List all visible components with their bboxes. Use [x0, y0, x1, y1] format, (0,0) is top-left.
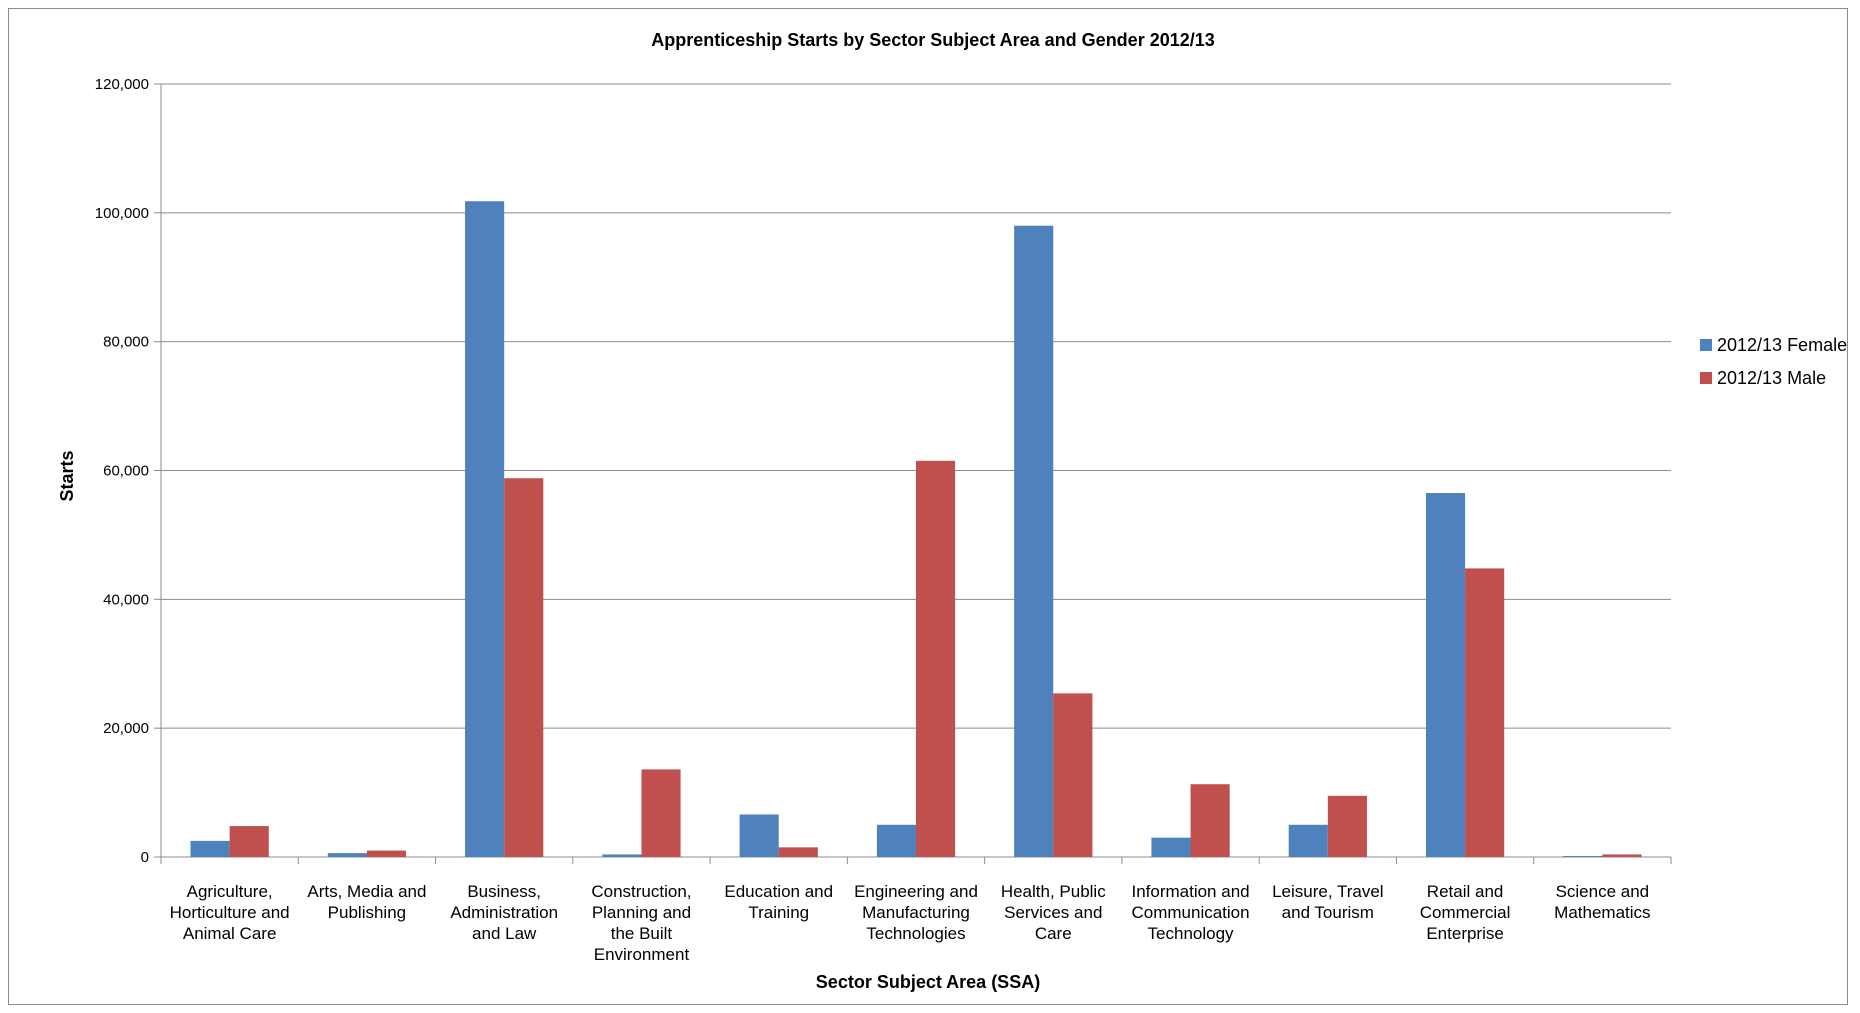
x-category-label-line: Training	[748, 903, 809, 922]
bar-male	[1327, 795, 1367, 857]
x-category-label-line: Administration	[450, 903, 558, 922]
x-category-label: Arts, Media and Publishing	[307, 882, 426, 922]
x-category-label: Health, Public Services and Care	[1001, 882, 1106, 943]
x-category-label-line: Technology	[1148, 924, 1235, 943]
bar-male	[229, 826, 269, 857]
bar-female	[327, 853, 367, 857]
bar-female	[190, 840, 230, 857]
legend-label: 2012/13 Male	[1717, 368, 1826, 388]
x-category-label: Science and Mathematics	[1554, 882, 1650, 922]
x-category-label: Business, Administration and Law	[450, 882, 558, 943]
x-category-label-line: Horticulture and	[170, 903, 290, 922]
y-tick-label: 120,000	[95, 76, 149, 93]
y-tick-labels: 0 20,000 40,000 60,000 80,000 100,000 120,000	[95, 76, 149, 866]
y-tick-label: 80,000	[103, 334, 149, 351]
bar-male	[1602, 854, 1642, 857]
x-category-label-line: Animal Care	[183, 924, 277, 943]
chart-svg: Apprenticeship Starts by Sector Subject …	[57, 30, 1847, 992]
y-axis-title: Starts	[57, 450, 77, 501]
bar-male	[778, 847, 818, 857]
x-category-label-line: the Built	[611, 924, 673, 943]
bar-male	[504, 478, 544, 857]
x-category-label: Retail and Commercial Enterprise	[1420, 882, 1511, 943]
x-axis-title: Sector Subject Area (SSA)	[816, 972, 1040, 992]
x-category-label-line: and Law	[472, 924, 537, 943]
x-category-label-line: Mathematics	[1554, 903, 1650, 922]
legend-label: 2012/13 Female	[1717, 335, 1847, 355]
category-labels: Agriculture, Horticulture and Animal CareA…	[170, 882, 1651, 964]
x-category-label: Construction, Planning and the Built Enviro…	[591, 882, 691, 964]
x-category-label-line: Retail and	[1427, 882, 1504, 901]
bar-male	[1190, 784, 1230, 857]
y-tick-label: 20,000	[103, 720, 149, 737]
x-category-label-line: Communication	[1131, 903, 1249, 922]
bar-female	[876, 824, 916, 857]
bar-female	[1288, 824, 1328, 857]
y-tick-label: 40,000	[103, 591, 149, 608]
bar-female	[1425, 493, 1466, 857]
x-category-label-line: Enterprise	[1426, 924, 1503, 943]
x-category-label-line: Construction,	[591, 882, 691, 901]
x-category-label-line: Leisure, Travel	[1272, 882, 1384, 901]
bar-male	[641, 769, 681, 857]
x-category-label: Agriculture, Horticulture and Animal Care	[170, 882, 290, 943]
y-tick-label: 60,000	[103, 463, 149, 480]
bar-male	[1465, 568, 1505, 857]
x-category-label-line: Agriculture,	[187, 882, 273, 901]
bar-female	[602, 854, 642, 857]
x-category-label-line: Education and	[724, 882, 833, 901]
x-category-label-line: Commercial	[1420, 903, 1511, 922]
x-category-label-line: Science and	[1556, 882, 1650, 901]
bar-female	[1563, 856, 1603, 857]
x-category-label-line: Engineering and	[854, 882, 978, 901]
x-category-label-line: Environment	[594, 945, 690, 964]
bar-female	[465, 201, 505, 857]
x-category-label: Leisure, Travel and Tourism	[1272, 882, 1384, 922]
bar-female	[739, 814, 779, 857]
legend-swatch	[1700, 339, 1712, 351]
bar-male	[366, 850, 407, 857]
bar-male	[1053, 693, 1093, 857]
x-category-label-line: Planning and	[592, 903, 691, 922]
x-category-label-line: Publishing	[328, 903, 406, 922]
y-tick-label: 0	[141, 849, 149, 866]
chart-title: Apprenticeship Starts by Sector Subject …	[651, 30, 1215, 50]
x-category-label-line: Information and	[1131, 882, 1249, 901]
x-category-label-line: Business,	[467, 882, 541, 901]
x-category-label: Education and Training	[724, 882, 833, 922]
x-category-label-line: Manufacturing	[862, 903, 970, 922]
y-tick-label: 100,000	[95, 205, 149, 222]
bar-female	[1151, 837, 1191, 857]
x-category-label-line: and Tourism	[1282, 903, 1374, 922]
chart-frame: Apprenticeship Starts by Sector Subject …	[8, 8, 1848, 1005]
x-category-label-line: Arts, Media and	[307, 882, 426, 901]
legend-swatch	[1700, 372, 1712, 384]
legend: 2012/13 Female 2012/13 Male	[1700, 335, 1847, 388]
x-category-label: Information and Communication Technology	[1131, 882, 1249, 943]
bar-male	[916, 460, 956, 857]
bars	[190, 201, 1642, 857]
bar-female	[1014, 225, 1054, 857]
x-category-label-line: Health, Public	[1001, 882, 1106, 901]
x-category-label-line: Services and	[1004, 903, 1102, 922]
x-category-label: Engineering and Manufacturing Technologies	[854, 882, 978, 943]
x-category-label-line: Technologies	[866, 924, 965, 943]
x-category-label-line: Care	[1035, 924, 1072, 943]
